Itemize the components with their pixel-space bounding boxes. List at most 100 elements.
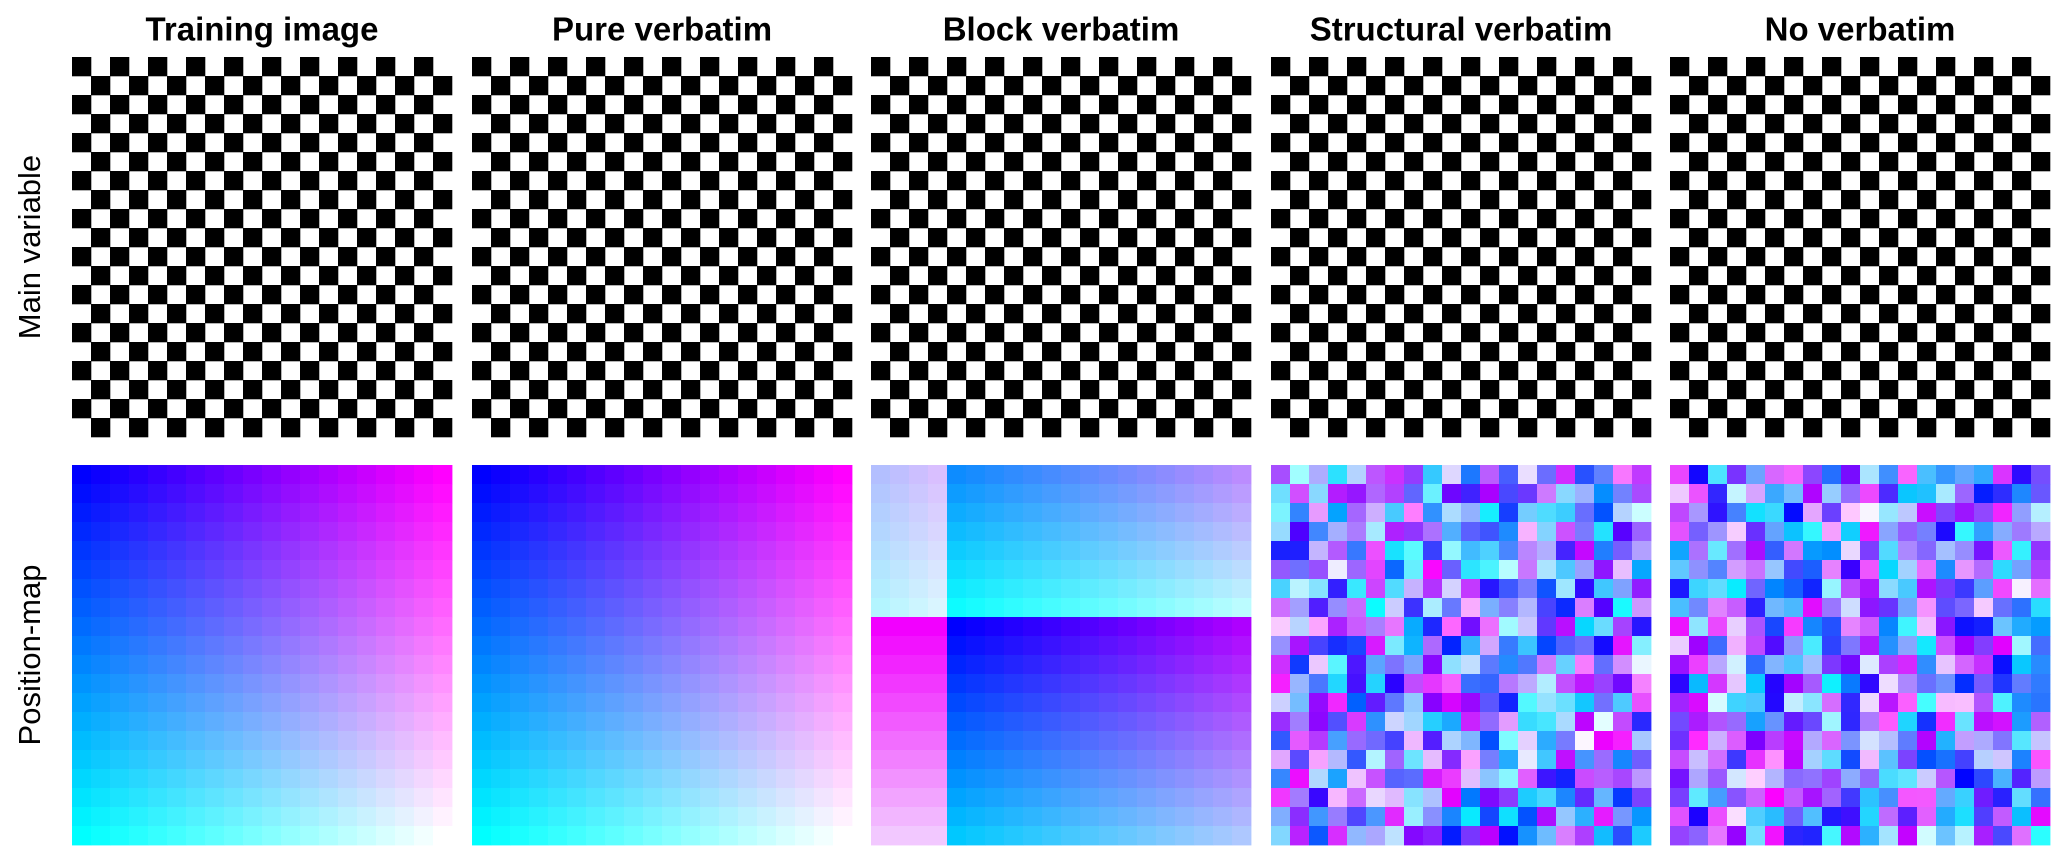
checker-cell	[529, 304, 549, 324]
map-cell	[1099, 560, 1119, 580]
checker-cell	[414, 57, 434, 77]
map-cell	[1232, 731, 1252, 751]
checker-cell	[719, 190, 739, 210]
checker-cell	[72, 285, 92, 305]
checker-cell	[510, 285, 530, 305]
map-cell	[1232, 826, 1252, 846]
map-cell	[624, 731, 644, 751]
map-cell	[1746, 636, 1766, 656]
checker-cell	[1936, 399, 1956, 419]
map-cell	[928, 750, 948, 770]
map-cell	[1974, 788, 1994, 808]
map-cell	[1023, 788, 1043, 808]
map-cell	[624, 541, 644, 561]
map-cell	[1175, 484, 1195, 504]
map-cell	[414, 750, 434, 770]
map-cell	[643, 731, 663, 751]
checker-cell	[1803, 304, 1823, 324]
map-cell	[624, 579, 644, 599]
map-cell	[757, 579, 777, 599]
checker-cell	[433, 228, 453, 248]
map-cell	[414, 484, 434, 504]
checker-cell	[890, 342, 910, 362]
map-cell	[1575, 826, 1595, 846]
map-cell	[1803, 807, 1823, 827]
map-cell	[1708, 560, 1728, 580]
map-cell	[186, 503, 206, 523]
map-cell	[1232, 655, 1252, 675]
map-cell	[2012, 465, 2032, 485]
map-cell	[395, 826, 415, 846]
map-cell	[1841, 712, 1861, 732]
map-cell	[1080, 807, 1100, 827]
map-cell	[1328, 655, 1348, 675]
checker-cell	[2012, 95, 2032, 115]
checker-cell	[1632, 304, 1652, 324]
map-cell	[224, 598, 244, 618]
checker-cell	[1708, 285, 1728, 305]
checker-cell	[1689, 76, 1709, 96]
checker-cell	[338, 323, 358, 343]
map-cell	[567, 484, 587, 504]
map-cell	[1613, 636, 1633, 656]
map-cell	[643, 769, 663, 789]
checker-cell	[1004, 190, 1024, 210]
map-cell	[224, 807, 244, 827]
map-cell	[319, 750, 339, 770]
map-cell	[1955, 484, 1975, 504]
map-cell	[643, 598, 663, 618]
checker-cell	[1442, 114, 1462, 134]
map-cell	[1461, 788, 1481, 808]
map-cell	[776, 560, 796, 580]
checker-cell	[1042, 342, 1062, 362]
map-cell	[890, 826, 910, 846]
map-cell	[433, 655, 453, 675]
map-cell	[1803, 560, 1823, 580]
map-cell	[300, 655, 320, 675]
checker-cell	[1271, 361, 1291, 381]
map-cell	[1727, 807, 1747, 827]
map-cell	[1670, 522, 1690, 542]
map-cell	[1499, 484, 1519, 504]
map-cell	[1879, 655, 1899, 675]
checker-cell	[1594, 228, 1614, 248]
checker-cell	[1309, 57, 1329, 77]
map-cell	[262, 769, 282, 789]
checker-cell	[472, 247, 492, 267]
map-cell	[1613, 560, 1633, 580]
checker-cell	[1480, 418, 1500, 438]
checker-cell	[890, 190, 910, 210]
map-cell	[1879, 807, 1899, 827]
map-cell	[1118, 731, 1138, 751]
map-cell	[395, 522, 415, 542]
map-cell	[1613, 731, 1633, 751]
map-cell	[1137, 617, 1157, 637]
checker-cell	[662, 285, 682, 305]
map-cell	[205, 579, 225, 599]
map-cell	[376, 712, 396, 732]
map-cell	[414, 465, 434, 485]
map-cell	[2012, 617, 2032, 637]
map-cell	[1404, 579, 1424, 599]
checker-cell	[1004, 266, 1024, 286]
checker-cell	[662, 171, 682, 191]
map-cell	[167, 807, 187, 827]
map-cell	[624, 598, 644, 618]
map-cell	[186, 693, 206, 713]
map-cell	[1118, 560, 1138, 580]
map-cell	[300, 541, 320, 561]
map-cell	[1499, 788, 1519, 808]
map-cell	[1784, 655, 1804, 675]
map-cell	[738, 712, 758, 732]
map-cell	[376, 579, 396, 599]
map-cell	[833, 560, 853, 580]
map-cell	[338, 560, 358, 580]
checker-cell	[757, 114, 777, 134]
map-cell	[224, 541, 244, 561]
checker-cell	[1556, 114, 1576, 134]
map-cell	[319, 560, 339, 580]
map-cell	[1290, 503, 1310, 523]
map-cell	[2012, 788, 2032, 808]
map-cell	[1080, 788, 1100, 808]
map-cell	[1556, 484, 1576, 504]
